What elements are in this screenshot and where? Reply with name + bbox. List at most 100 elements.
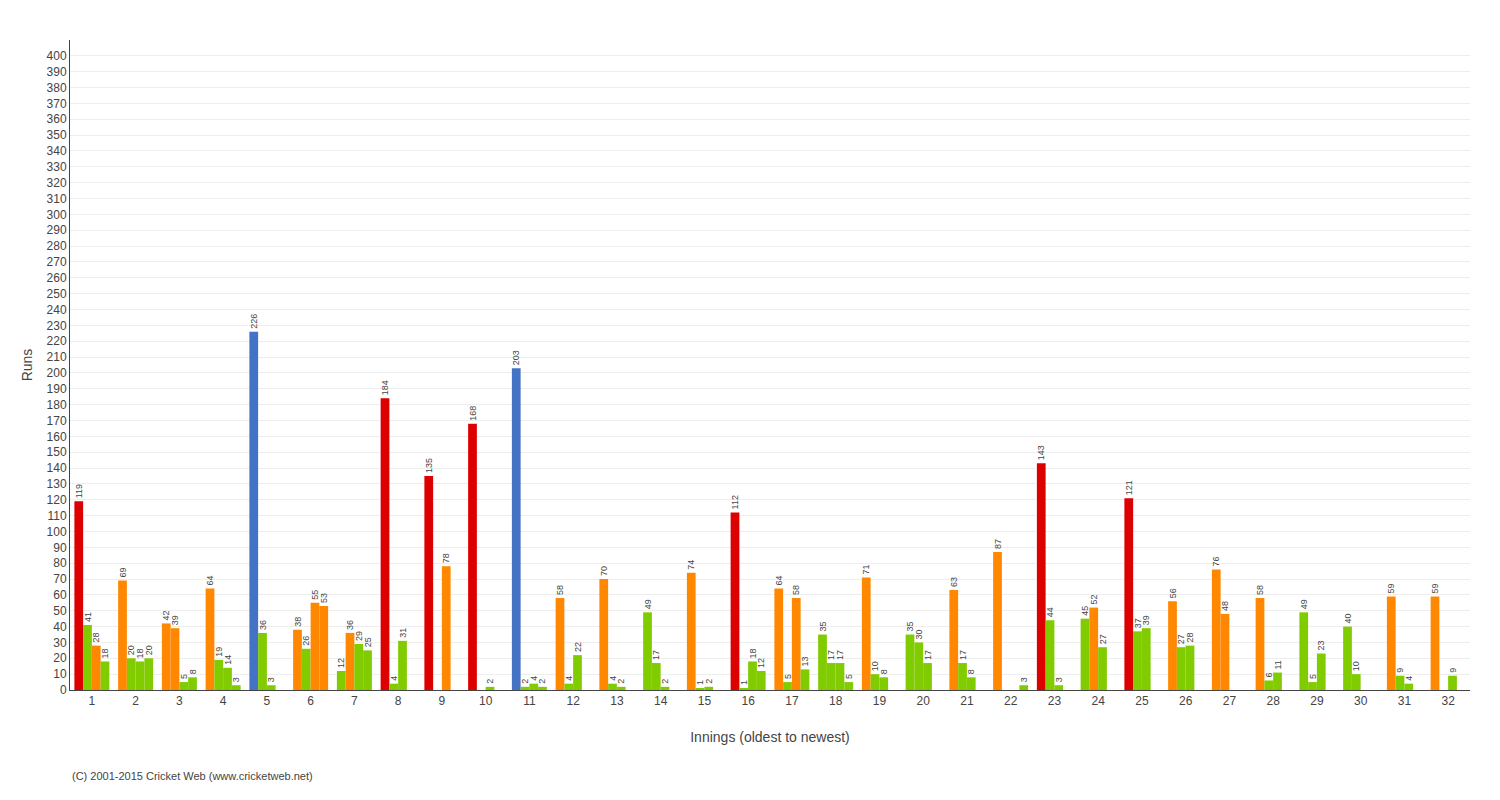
svg-text:0: 0 [60, 683, 67, 697]
svg-text:119: 119 [74, 484, 84, 498]
svg-text:50: 50 [53, 604, 67, 618]
svg-text:1: 1 [739, 680, 749, 685]
svg-text:150: 150 [47, 445, 67, 459]
svg-text:4: 4 [389, 676, 399, 681]
svg-text:29: 29 [1310, 694, 1324, 708]
svg-text:112: 112 [730, 495, 740, 509]
svg-text:6: 6 [307, 694, 314, 708]
svg-text:220: 220 [47, 334, 67, 348]
svg-text:5: 5 [844, 674, 854, 679]
svg-text:12: 12 [756, 658, 766, 668]
svg-text:10: 10 [870, 661, 880, 671]
svg-text:3: 3 [1054, 677, 1064, 682]
svg-text:140: 140 [47, 461, 67, 475]
svg-text:39: 39 [170, 615, 180, 625]
svg-text:5: 5 [264, 694, 271, 708]
svg-text:4: 4 [564, 676, 574, 681]
svg-text:3: 3 [176, 694, 183, 708]
svg-text:20: 20 [53, 651, 67, 665]
svg-text:17: 17 [835, 650, 845, 660]
svg-text:44: 44 [1045, 607, 1055, 617]
svg-text:26: 26 [301, 636, 311, 646]
svg-text:14: 14 [223, 655, 233, 665]
svg-text:160: 160 [47, 430, 67, 444]
svg-text:70: 70 [53, 572, 67, 586]
svg-text:260: 260 [47, 271, 67, 285]
svg-text:90: 90 [53, 541, 67, 555]
svg-text:240: 240 [47, 303, 67, 317]
svg-text:8: 8 [188, 669, 198, 674]
svg-text:25: 25 [1135, 694, 1149, 708]
svg-text:370: 370 [47, 97, 67, 111]
svg-text:5: 5 [1308, 674, 1318, 679]
svg-text:13: 13 [610, 694, 624, 708]
svg-text:60: 60 [53, 588, 67, 602]
svg-text:10: 10 [479, 694, 493, 708]
svg-text:2: 2 [616, 679, 626, 684]
svg-text:2: 2 [132, 694, 139, 708]
svg-text:17: 17 [785, 694, 799, 708]
svg-text:2: 2 [485, 679, 495, 684]
svg-text:23: 23 [1316, 641, 1326, 651]
svg-text:64: 64 [774, 576, 784, 586]
svg-text:76: 76 [1211, 556, 1221, 566]
svg-text:8: 8 [966, 669, 976, 674]
svg-text:8: 8 [879, 669, 889, 674]
svg-text:250: 250 [47, 287, 67, 301]
svg-text:70: 70 [599, 566, 609, 576]
svg-text:22: 22 [1004, 694, 1018, 708]
svg-text:2: 2 [537, 679, 547, 684]
svg-text:230: 230 [47, 319, 67, 333]
svg-text:27: 27 [1176, 634, 1186, 644]
svg-text:120: 120 [47, 493, 67, 507]
svg-text:40: 40 [53, 620, 67, 634]
svg-text:11: 11 [523, 694, 536, 708]
svg-text:27: 27 [1098, 634, 1108, 644]
svg-text:300: 300 [47, 208, 67, 222]
svg-text:100: 100 [47, 525, 67, 539]
svg-text:10: 10 [53, 667, 67, 681]
svg-text:170: 170 [47, 414, 67, 428]
svg-text:10: 10 [1351, 661, 1361, 671]
svg-text:64: 64 [205, 576, 215, 586]
svg-text:28: 28 [1185, 633, 1195, 643]
svg-text:71: 71 [861, 564, 871, 574]
svg-text:24: 24 [1091, 694, 1105, 708]
svg-text:280: 280 [47, 239, 67, 253]
svg-text:52: 52 [1089, 595, 1099, 605]
svg-text:12: 12 [336, 658, 346, 668]
svg-text:20: 20 [126, 645, 136, 655]
svg-text:35: 35 [818, 621, 828, 631]
svg-text:18: 18 [748, 648, 758, 658]
svg-text:31: 31 [1398, 694, 1412, 708]
svg-text:380: 380 [47, 81, 67, 95]
svg-text:12: 12 [566, 694, 580, 708]
svg-text:130: 130 [47, 477, 67, 491]
svg-text:1: 1 [695, 680, 705, 685]
svg-text:340: 340 [47, 144, 67, 158]
svg-text:23: 23 [1048, 694, 1062, 708]
svg-text:37: 37 [1133, 618, 1143, 628]
svg-text:330: 330 [47, 160, 67, 174]
svg-text:3: 3 [266, 677, 276, 682]
svg-text:29: 29 [354, 631, 364, 641]
svg-text:41: 41 [83, 612, 93, 622]
svg-text:38: 38 [293, 617, 303, 627]
svg-text:18: 18 [135, 648, 145, 658]
svg-text:17: 17 [651, 650, 661, 660]
svg-text:36: 36 [345, 620, 355, 630]
svg-text:16: 16 [741, 694, 755, 708]
svg-text:19: 19 [214, 647, 224, 657]
svg-text:74: 74 [686, 560, 696, 570]
svg-text:350: 350 [47, 128, 67, 142]
svg-text:18: 18 [829, 694, 843, 708]
svg-text:3: 3 [1019, 677, 1029, 682]
svg-text:27: 27 [1223, 694, 1237, 708]
svg-text:35: 35 [905, 621, 915, 631]
svg-text:49: 49 [643, 599, 653, 609]
svg-text:59: 59 [1430, 583, 1440, 593]
svg-text:58: 58 [1255, 585, 1265, 595]
svg-text:63: 63 [949, 577, 959, 587]
svg-text:6: 6 [1264, 672, 1274, 677]
svg-text:121: 121 [1124, 480, 1134, 495]
